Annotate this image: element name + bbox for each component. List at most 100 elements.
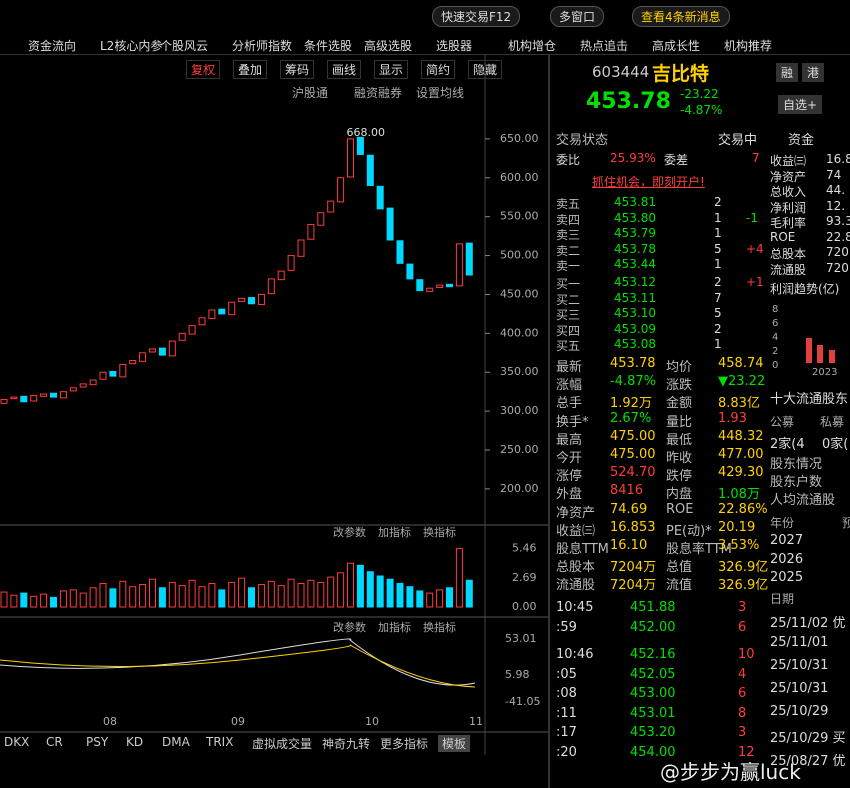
menu-item[interactable]: 热点追击 <box>580 39 629 53</box>
candle <box>446 283 453 288</box>
volume-bar <box>307 579 315 608</box>
chart-tool[interactable]: 显示 <box>374 60 409 79</box>
volume-bar <box>376 575 384 608</box>
stat: 股息率TTM <box>666 542 732 557</box>
book-label: 卖一 <box>556 259 581 273</box>
y-tick-label: 600.00 <box>500 171 539 184</box>
tick-volume: 12 <box>738 744 755 760</box>
stat: 涨幅 <box>556 378 583 394</box>
book-qty: 1 <box>714 226 722 240</box>
book-label: 买一 <box>556 277 581 291</box>
holder-tab[interactable]: 私募 <box>820 415 845 429</box>
stat: 524.70 <box>610 465 656 481</box>
top-button[interactable]: 多窗口 <box>550 6 605 27</box>
candle <box>0 398 8 404</box>
candle <box>188 325 196 335</box>
book-qty: 5 <box>714 241 722 256</box>
book-price: 453.81 <box>614 195 656 209</box>
volume-bar <box>188 579 196 608</box>
book-qty: 5 <box>714 306 722 320</box>
indicator-tab: 改参数 <box>333 525 366 539</box>
volume-bar <box>59 590 67 608</box>
bottom-tab[interactable]: 更多指标 <box>380 737 429 751</box>
stat: 股息TTM <box>556 542 609 557</box>
date: 25/08/27 优 <box>770 754 846 769</box>
bottom-tab[interactable]: 虚拟成交量 <box>252 737 313 751</box>
bottom-tab[interactable]: CR <box>46 735 63 749</box>
chart-tool[interactable]: 画线 <box>327 60 362 79</box>
book-price: 453.79 <box>614 226 656 240</box>
menu-item[interactable]: 资金流向 <box>28 39 77 53</box>
top-button[interactable]: 查看4条新消息 <box>632 6 730 27</box>
candle <box>129 360 137 365</box>
tick-volume: 10 <box>738 647 755 662</box>
volume-bar <box>0 591 8 608</box>
kline-chart: 650.00 600.00 550.00 500.00 450.00 400.00 350.… <box>0 55 548 755</box>
sub-link[interactable]: 融资融券 <box>354 86 403 100</box>
volume-bar <box>416 590 424 608</box>
book-label: 买五 <box>556 339 581 353</box>
menu-item[interactable]: 选股器 <box>436 39 473 53</box>
tick-time: :05 <box>556 666 577 682</box>
chart-tool[interactable]: 简约 <box>421 60 456 79</box>
candle <box>20 395 28 403</box>
tick-time: :08 <box>556 686 577 701</box>
bottom-tab[interactable]: KD <box>126 735 144 749</box>
stat: ▼23.22 <box>718 374 766 390</box>
y-tick-label: 650.00 <box>500 132 539 145</box>
bottom-tab[interactable]: TRIX <box>206 735 234 749</box>
menu-item[interactable]: 机构增仓 <box>508 39 557 53</box>
stock-button[interactable]: 港 <box>802 63 825 82</box>
candle <box>416 279 424 292</box>
bottom-tab[interactable]: 神奇九转 <box>322 737 371 751</box>
stat: 16.853 <box>610 519 656 535</box>
volume-bar <box>366 571 374 608</box>
menu-item[interactable]: 条件选股 <box>304 39 353 53</box>
fin-item: ROE <box>770 229 796 244</box>
open-account-banner[interactable]: 抓住机会，即刻开户! <box>592 175 705 189</box>
year-head: 年份 <box>770 516 795 530</box>
volume-bar <box>436 589 444 608</box>
book-price: 453.11 <box>614 290 656 305</box>
top-button[interactable]: 快速交易F12 <box>432 6 521 27</box>
menu-item[interactable]: 分析师指数 <box>232 39 293 53</box>
bottom-tab[interactable]: 模板 <box>438 735 471 752</box>
menu-item[interactable]: 个股风云 <box>160 39 209 53</box>
bottom-tab[interactable]: PSY <box>86 735 109 749</box>
indicator-tab: 加指标 <box>378 620 411 634</box>
bottom-tab[interactable]: DMA <box>162 735 190 749</box>
book-price: 453.44 <box>614 257 656 271</box>
volume-bar <box>149 578 156 608</box>
year: 2027 <box>770 533 804 548</box>
indicator-tab: 换指标 <box>423 620 456 634</box>
holder-tab[interactable]: 公募 <box>770 415 795 429</box>
macd-tick: 53.01 <box>505 632 537 645</box>
holder-item: 股东情况 <box>770 457 823 472</box>
chart-tool[interactable]: 隐藏 <box>468 60 503 79</box>
bottom-tab[interactable]: DKX <box>4 735 30 749</box>
stat: 最新 <box>556 360 583 375</box>
fin-item: 12. <box>826 198 846 213</box>
book-price: 453.78 <box>614 241 656 256</box>
menu-item[interactable]: 高级选股 <box>364 39 413 53</box>
candle <box>426 287 434 292</box>
stat: PE(动)* <box>666 523 712 539</box>
stock-button[interactable]: 融 <box>776 63 799 82</box>
volume-bar <box>465 579 473 608</box>
stat: 涨跌 <box>666 378 693 394</box>
sub-link[interactable]: 设置均线 <box>416 86 465 100</box>
chart-tool[interactable]: 筹码 <box>280 60 315 79</box>
trend-year: 2023 <box>812 367 838 378</box>
volume-bar <box>30 595 38 608</box>
date: 25/10/31 <box>770 658 829 673</box>
stock-button[interactable]: 自选+ <box>778 95 823 114</box>
stat: 今开 <box>556 451 583 466</box>
chart-tool[interactable]: 叠加 <box>233 60 268 79</box>
chart-tool[interactable]: 复权 <box>186 60 221 79</box>
book-label: 卖三 <box>556 228 581 242</box>
stat: 477.00 <box>718 447 764 462</box>
menu-item[interactable]: 高成长性 <box>652 39 701 53</box>
menu-item[interactable]: 机构推荐 <box>724 39 773 53</box>
menu-item[interactable]: L2核心内参 <box>100 39 163 53</box>
sub-link[interactable]: 沪股通 <box>292 86 329 100</box>
